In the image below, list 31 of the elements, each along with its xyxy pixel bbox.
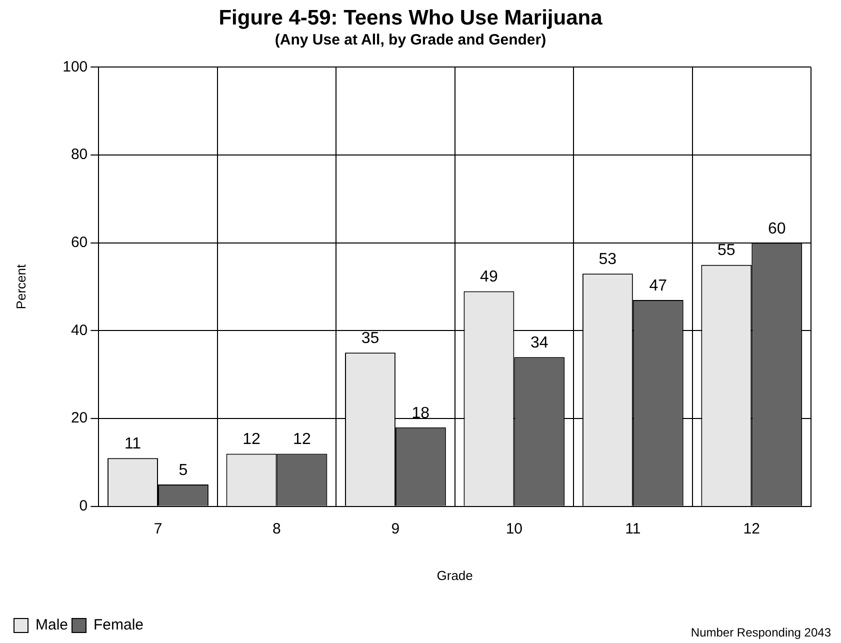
data-label: 12 [293,431,311,448]
data-label: 34 [530,334,548,352]
data-label: 47 [649,277,668,294]
legend-label: Male [36,616,68,634]
data-label: 55 [718,242,736,260]
chart-subtitle: (Any Use at All, by Grade and Gender) [274,31,546,48]
data-label: 49 [480,268,498,286]
y-axis-title: Percent [13,264,28,310]
x-tick-label: 10 [506,520,523,538]
x-tick-label: 12 [743,520,760,538]
y-tick-label: 80 [70,146,88,164]
y-tick-label: 60 [70,234,88,252]
legend-label: Female [94,616,144,634]
data-label: 5 [178,462,188,479]
data-label: 60 [768,220,786,238]
text: Number Responding 2043 [690,625,832,640]
x-tick-label: 7 [154,520,162,538]
x-tick-label: 11 [625,520,641,538]
x-axis-title: Grade [436,568,473,583]
data-label: 11 [124,435,142,452]
y-tick-label: 0 [79,498,88,515]
y-tick-label: 100 [62,58,88,76]
x-tick-label: 8 [272,520,281,538]
y-tick-label: 20 [70,410,88,427]
y-tick-label: 40 [70,322,88,339]
x-tick-label: 9 [391,520,400,538]
data-label: 35 [361,330,380,348]
data-label: 53 [598,251,617,268]
data-label: 18 [412,404,430,422]
chart-title: Figure 4-59: Teens Who Use Marijuana [218,6,603,30]
data-label: 12 [242,431,260,448]
